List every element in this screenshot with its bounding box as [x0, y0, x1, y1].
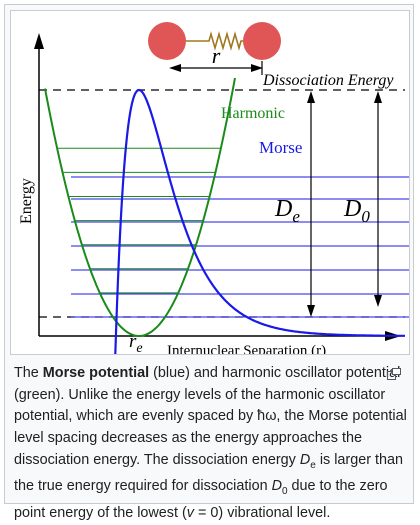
figure-thumbnail: r Dissociation Energy Harmonic Morse Ene… — [4, 4, 414, 521]
figure-caption: The Morse potential (blue) and harmonic … — [14, 365, 407, 521]
diagram-svg: r Dissociation Energy Harmonic Morse Ene… — [18, 22, 409, 354]
atom-right — [243, 22, 281, 60]
de-arrow-top — [307, 91, 315, 103]
d0-arrow-top — [374, 91, 382, 103]
energy-axis-label: Energy — [18, 178, 35, 224]
de-arrow-bottom — [307, 305, 315, 317]
dissociation-energy-label: Dissociation Energy — [262, 72, 394, 89]
r-arrow-left — [169, 64, 181, 72]
spring — [186, 31, 243, 51]
r-label: r — [212, 43, 221, 68]
re-label: re — [129, 331, 143, 354]
d0-label: D0 — [343, 196, 370, 226]
morse-potential-link[interactable]: Morse potential — [42, 365, 150, 381]
morse-levels — [71, 176, 409, 318]
harmonic-label: Harmonic — [221, 105, 285, 122]
harmonic-levels — [57, 147, 221, 318]
harmonic-curve — [44, 77, 236, 337]
r-arrow-right — [251, 64, 263, 72]
morse-label: Morse — [259, 138, 302, 157]
atom-left — [148, 22, 186, 60]
de-label: De — [274, 196, 300, 226]
enlarge-icon[interactable] — [387, 368, 401, 380]
d0-arrow-bottom — [374, 295, 382, 307]
morse-curve — [114, 88, 405, 354]
morse-potential-diagram[interactable]: r Dissociation Energy Harmonic Morse Ene… — [10, 10, 410, 355]
x-axis-label: Internuclear Separation (r) — [167, 343, 326, 354]
y-axis-arrow — [34, 33, 44, 49]
